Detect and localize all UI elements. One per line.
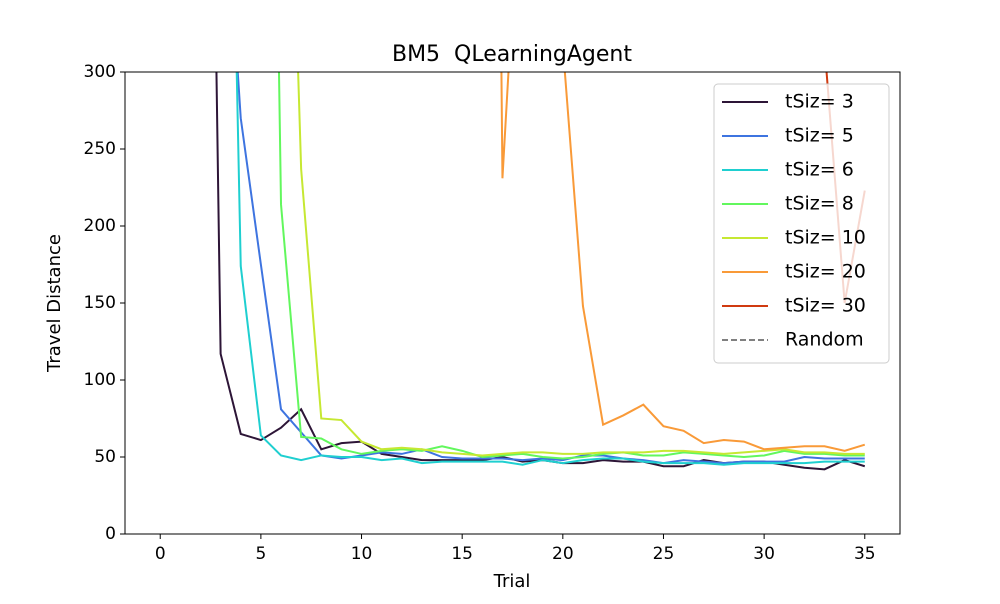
legend-label: tSiz= 30 <box>785 295 866 317</box>
x-tick-label: 25 <box>653 544 675 564</box>
series-line <box>236 72 865 465</box>
y-tick-label: 150 <box>84 293 116 313</box>
legend-label: tSiz= 3 <box>785 91 854 113</box>
x-tick-label: 0 <box>155 544 166 564</box>
x-tick-label: 10 <box>351 544 373 564</box>
x-tick-label: 5 <box>255 544 266 564</box>
legend-label: tSiz= 6 <box>785 159 854 181</box>
legend-label: tSiz= 8 <box>785 193 854 215</box>
x-tick-label: 30 <box>753 544 775 564</box>
legend-label: tSiz= 10 <box>785 227 866 249</box>
legend-box <box>713 83 890 364</box>
y-tick-label: 300 <box>84 62 116 82</box>
series-line <box>500 72 866 452</box>
x-tick-label: 20 <box>552 544 574 564</box>
legend-label: Random <box>785 329 864 351</box>
y-tick-label: 0 <box>105 524 116 544</box>
x-tick-label: 35 <box>854 544 876 564</box>
legend: tSiz= 3 tSiz= 5 tSiz= 6 tSiz= 8 tSiz= 10 tSiz… <box>713 83 890 364</box>
legend-label: tSiz= 20 <box>785 261 866 283</box>
y-tick-label: 250 <box>84 139 116 159</box>
y-tick-label: 50 <box>94 447 116 467</box>
x-tick-label: 15 <box>451 544 473 564</box>
plot-lines <box>215 72 866 471</box>
y-tick-label: 200 <box>84 216 116 236</box>
x-axis-label: Trial <box>493 571 531 592</box>
series-line <box>235 72 865 466</box>
series-line <box>277 72 865 460</box>
series-line <box>297 72 865 457</box>
y-tick-label: 100 <box>84 370 116 390</box>
chart-title: BM5 QLearningAgent <box>392 42 632 67</box>
legend-label: tSiz= 5 <box>785 125 854 147</box>
y-axis-label: Travel Distance <box>44 234 65 373</box>
